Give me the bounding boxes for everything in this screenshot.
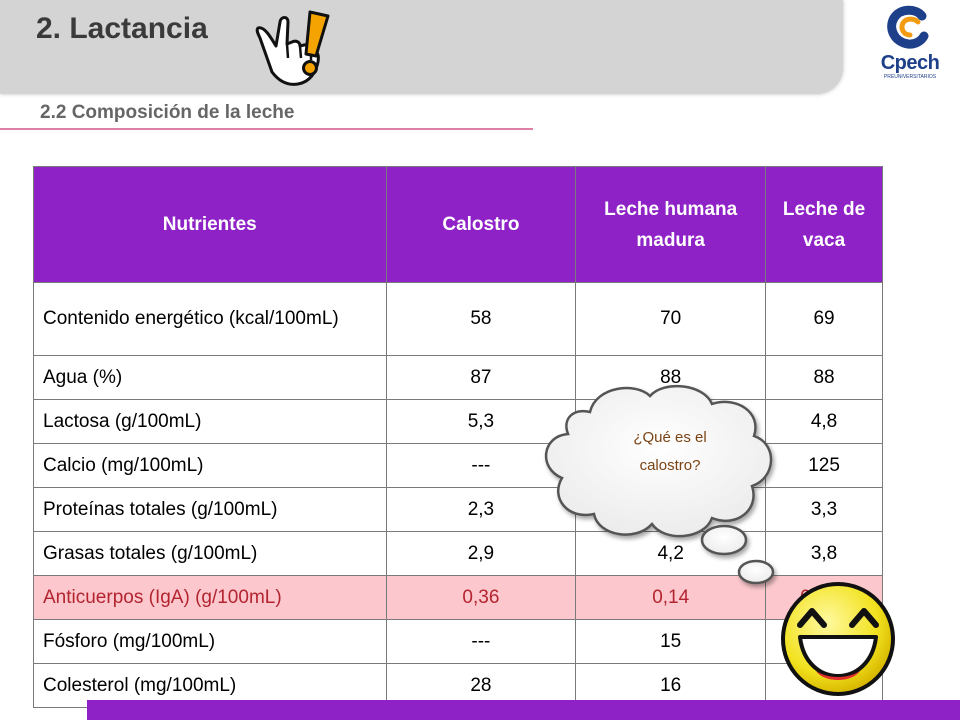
table-row: Contenido energético (kcal/100mL) 58 70 … [33, 282, 883, 356]
header-nutrientes: Nutrientes [33, 166, 387, 283]
header-leche-humana: Leche humana madura [575, 166, 767, 283]
calostro-value: 2,9 [385, 531, 577, 576]
callout-line-2: calostro? [639, 457, 701, 474]
nutrient-name: Grasas totales (g/100mL) [33, 531, 387, 576]
header-leche-vaca: Leche de vaca [765, 166, 883, 283]
calostro-value: 58 [385, 282, 577, 356]
table-row: Fósforo (mg/100mL) --- 15 [33, 619, 883, 664]
thought-bubble-icon [545, 384, 775, 585]
calostro-value: 0,36 [385, 575, 577, 620]
section-subtitle: 2.2 Composición de la leche [40, 102, 295, 123]
header-calostro: Calostro [385, 166, 577, 283]
vaca-value: 3,3 [765, 487, 883, 532]
logo-text: Cpech [880, 52, 940, 74]
title-bar: 2. Lactancia [0, 0, 843, 94]
nutrient-name: Lactosa (g/100mL) [33, 399, 387, 444]
calostro-value: --- [385, 443, 577, 488]
nutrient-name: Contenido energético (kcal/100mL) [33, 282, 387, 356]
page-title: 2. Lactancia [36, 12, 208, 45]
table-row: Grasas totales (g/100mL) 2,9 4,2 3,8 [33, 531, 883, 576]
calostro-value: --- [385, 619, 577, 664]
calostro-value: 5,3 [385, 399, 577, 444]
vaca-value: 69 [765, 282, 883, 356]
pointing-hand-exclamation-icon [255, 10, 330, 86]
callout-text: ¿Qué es el calostro? [585, 424, 755, 480]
cpech-logo-icon [887, 5, 929, 49]
callout-line-1: ¿Qué es el [633, 429, 707, 446]
subtitle-underline [0, 128, 533, 130]
humana-value: 0,14 [575, 575, 767, 620]
nutrient-name: Proteínas totales (g/100mL) [33, 487, 387, 532]
humana-value: 70 [575, 282, 767, 356]
footer-bar [87, 700, 960, 720]
humana-value: 15 [575, 619, 767, 664]
cpech-logo: Cpech PREUNIVERSITARIOS [870, 4, 950, 80]
vaca-value: 88 [765, 355, 883, 400]
logo-subtext: PREUNIVERSITARIOS [883, 74, 937, 80]
nutrient-name: Fósforo (mg/100mL) [33, 619, 387, 664]
nutrient-name: Anticuerpos (IgA) (g/100mL) [33, 575, 387, 620]
laughing-smiley-icon [781, 582, 895, 696]
table-header-row: Nutrientes Calostro Leche humana madura … [33, 166, 883, 283]
vaca-value: 3,8 [765, 531, 883, 576]
nutrient-name: Calcio (mg/100mL) [33, 443, 387, 488]
nutrient-name: Agua (%) [33, 355, 387, 400]
